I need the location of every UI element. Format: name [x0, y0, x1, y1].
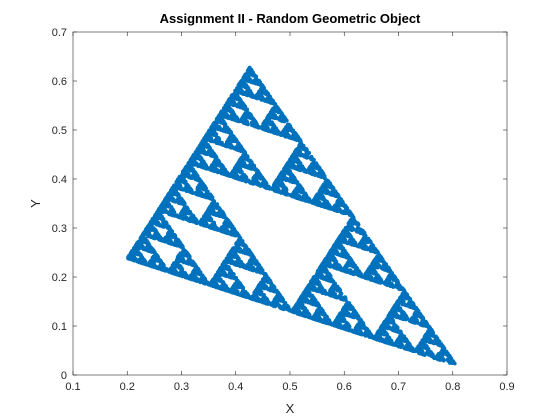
plot-area	[73, 32, 507, 375]
data-point	[240, 239, 245, 243]
data-points	[126, 65, 457, 366]
